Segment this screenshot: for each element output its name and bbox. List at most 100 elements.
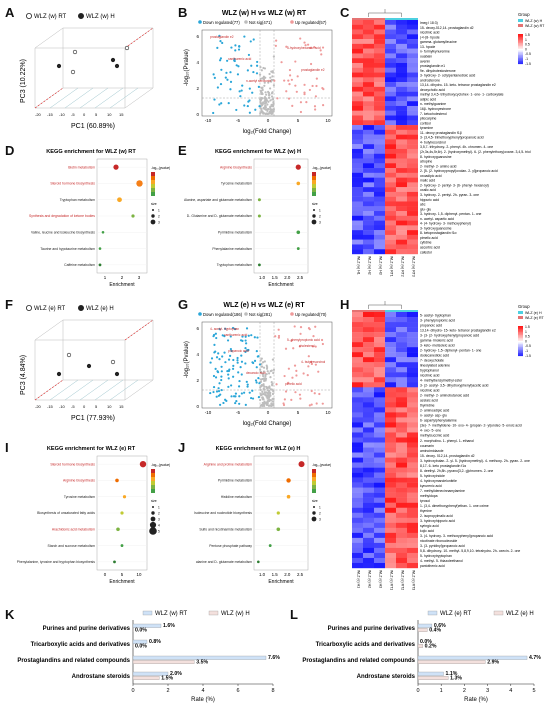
heatmap-cell (407, 215, 418, 221)
volcano-point-up (313, 45, 316, 49)
volcano-point-up (321, 342, 324, 346)
kegg-pathway-label: Valine, leucine and isoleucine biosynthe… (31, 230, 95, 234)
kegg-pathway-label: Steroid hormone biosynthesis (50, 182, 95, 186)
volcano-point-up (304, 44, 307, 47)
kegg-dot (98, 263, 102, 267)
heatmap-cell (374, 153, 385, 159)
volcano-point-ns (268, 385, 271, 388)
volcano-point-ns (262, 75, 266, 78)
heatmap-cell (396, 347, 407, 353)
heatmap-cell (407, 417, 418, 423)
heatmap-cell (396, 144, 407, 150)
kegg-pathway-label: Arginine and proline metabolism (204, 462, 253, 466)
heatmap-cell (396, 487, 407, 493)
heatmap-cell (385, 397, 396, 403)
volcano-point-ns (271, 358, 275, 361)
heatmap-cell (396, 29, 407, 35)
volcano-point-down (225, 399, 228, 402)
volcano-legend-label: Down regulated(186) (203, 312, 243, 317)
heatmap-cell (385, 502, 396, 508)
bar-category-label: Purines and purine derivatives (43, 626, 131, 632)
heatmap-row-label: ascorbic acid (420, 246, 440, 250)
heatmap-cell (407, 407, 418, 413)
heatmap-cell (374, 86, 385, 92)
heatmap-cell (396, 249, 407, 255)
heatmap-cell (352, 452, 363, 458)
heatmap-cell (352, 182, 363, 188)
heatmap-row-label: 8- hydroxyguanosine (420, 155, 452, 159)
bar-legend-swatch (142, 610, 153, 616)
kegg-plot-i: KEGG enrichment for WLZ (e) RT Steroid ho… (17, 446, 170, 585)
kegg-size-label: 1 (319, 506, 321, 510)
heatmap-cell (374, 58, 385, 64)
kegg-xtick: 10 (137, 572, 142, 577)
heatmap-cell (352, 412, 363, 418)
heatmap-col-label: WLZ (e) H1 (357, 570, 361, 588)
heatmap-cell (374, 234, 385, 240)
heatmap-row-label: kojic acid (420, 529, 434, 533)
heatmap-cell (385, 332, 396, 338)
heatmap-cell (352, 234, 363, 240)
kegg-pathway-label: Synthesis and degradation of ketone bodi… (29, 214, 95, 218)
heatmap-row-label: oxalic acid (420, 188, 436, 192)
heatmap-cell (363, 215, 374, 221)
volcano-point-down (215, 390, 219, 393)
heatmap-cell (385, 537, 396, 544)
heatmap-cell (374, 562, 385, 569)
legend-label-rt: WLZ (w) RT (34, 14, 67, 20)
volcano-point-down (246, 385, 249, 388)
kegg-size-title: size (312, 499, 318, 503)
volcano-point-down (232, 395, 236, 398)
heatmap-cell (385, 158, 396, 164)
kegg-pathway-label: Phenylalanine, tyrosine and tryptophan b… (17, 560, 96, 564)
heatmap-cell (385, 467, 396, 473)
volcano-point-down (239, 339, 243, 342)
volcano-ylabel: -log₁₀(Pvalue) (184, 341, 190, 378)
kegg-size-marker (313, 506, 315, 508)
volcano-point-down (219, 403, 222, 406)
heatmap-row-label: 7- methylidenecinnamylamine (420, 489, 465, 493)
legend-marker-rt (25, 13, 32, 19)
volcano-point-down (249, 40, 252, 43)
heatmap-cell (407, 244, 418, 250)
volcano-point-ns (271, 91, 274, 94)
heatmap-cell (352, 522, 363, 529)
heatmap-legend-title: Group (518, 12, 530, 17)
heatmap-row-label: 8- deethyl- 2h,8h- pyrano[3,2- g]chromen… (420, 469, 493, 473)
heatmap-cell (352, 172, 363, 178)
heatmap-scale-band (518, 326, 523, 328)
heatmap-row-label: 4- oxo- 5- ene (420, 429, 441, 433)
heatmap-cell (407, 322, 418, 328)
heatmap-cell (363, 532, 374, 539)
volcano-point-up (289, 74, 292, 77)
volcano-point-ns (269, 87, 272, 90)
bar-category-label: Tricarboxylic acids and derivatives (31, 642, 131, 648)
kegg-dot (101, 230, 105, 234)
heatmap-cell (396, 362, 407, 368)
heatmap-cell (385, 562, 396, 569)
heatmap-cell (407, 153, 418, 159)
pca-floor-grid (94, 379, 124, 401)
heatmap-scale-band (518, 56, 523, 59)
volcano-point-ns (260, 378, 263, 381)
heatmap-cell (352, 557, 363, 564)
volcano-point-down (255, 381, 258, 384)
heatmap-cell (374, 462, 385, 468)
heatmap-cell (396, 43, 407, 49)
pca-floor-grid (64, 87, 94, 109)
heatmap-group-bar (374, 18, 385, 20)
heatmap-cell (352, 357, 363, 363)
volcano-point-ns (272, 371, 275, 375)
volcano-point-up (293, 364, 297, 367)
heatmap-cell (407, 337, 418, 343)
volcano-point-ns (267, 81, 270, 84)
heatmap-cell (352, 91, 363, 97)
volcano-point-down (221, 355, 224, 358)
heatmap-cell (396, 522, 407, 529)
volcano-ytick: 4 (196, 60, 199, 65)
heatmap-cell (407, 537, 418, 544)
heatmap-cell (374, 347, 385, 353)
heatmap-cell (385, 225, 396, 231)
heatmap-row-label: nicotinic acid (420, 389, 440, 393)
heatmap-cell (352, 387, 363, 393)
